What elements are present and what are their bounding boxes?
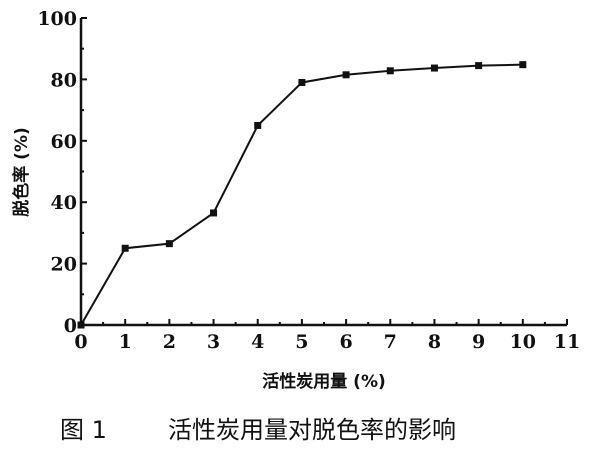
data-point [519, 61, 527, 69]
x-tick-label: 0 [74, 331, 87, 353]
x-tick-label: 5 [295, 331, 308, 353]
x-axis-label: 活性炭用量 (%) [262, 371, 386, 392]
axes [79, 18, 567, 327]
data-point [475, 62, 483, 70]
data-point [165, 240, 173, 248]
x-tick-label: 6 [339, 331, 352, 353]
data-point [210, 209, 218, 217]
data-point [342, 71, 350, 79]
y-tick-label: 20 [51, 254, 77, 276]
y-tick-label: 80 [51, 69, 77, 91]
ticks: 0 1 2 3 4 5 6 7 8 9 10 11 0 20 40 60 80 100 [37, 8, 580, 353]
x-tick-label: 4 [251, 331, 264, 353]
x-tick-label: 3 [207, 331, 220, 353]
figure-caption-text: 活性炭用量对脱色率的影响 [168, 416, 456, 444]
series-line [80, 63, 523, 326]
data-point [298, 78, 306, 86]
x-tick-label: 11 [554, 331, 580, 353]
data-point [121, 244, 129, 252]
x-tick-label: 9 [472, 331, 485, 353]
x-tick-label: 10 [510, 331, 536, 353]
data-point [386, 67, 394, 75]
data-point [77, 321, 85, 329]
x-tick-label: 7 [384, 331, 397, 353]
y-axis-label: 脱色率 (%) [11, 127, 32, 217]
markers [77, 61, 527, 329]
x-tick-label: 1 [119, 331, 132, 353]
x-tick-label: 8 [428, 331, 441, 353]
x-tick-label: 2 [163, 331, 176, 353]
y-tick-label: 40 [51, 192, 77, 214]
y-tick-label: 60 [51, 131, 77, 153]
figure-caption-number: 图 1 [60, 416, 107, 444]
data-point [430, 64, 438, 72]
data-point [254, 121, 262, 129]
y-tick-label: 100 [37, 8, 77, 30]
y-tick-label: 0 [64, 315, 77, 337]
